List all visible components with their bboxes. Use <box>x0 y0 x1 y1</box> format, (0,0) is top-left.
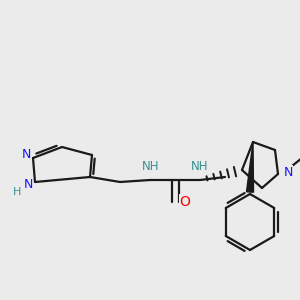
Text: NH: NH <box>191 160 209 173</box>
Text: NH: NH <box>142 160 160 173</box>
Text: O: O <box>180 195 190 209</box>
Text: H: H <box>13 187 21 197</box>
Text: N: N <box>23 178 33 190</box>
Text: N: N <box>283 166 293 178</box>
Polygon shape <box>247 142 254 192</box>
Text: N: N <box>21 148 31 161</box>
